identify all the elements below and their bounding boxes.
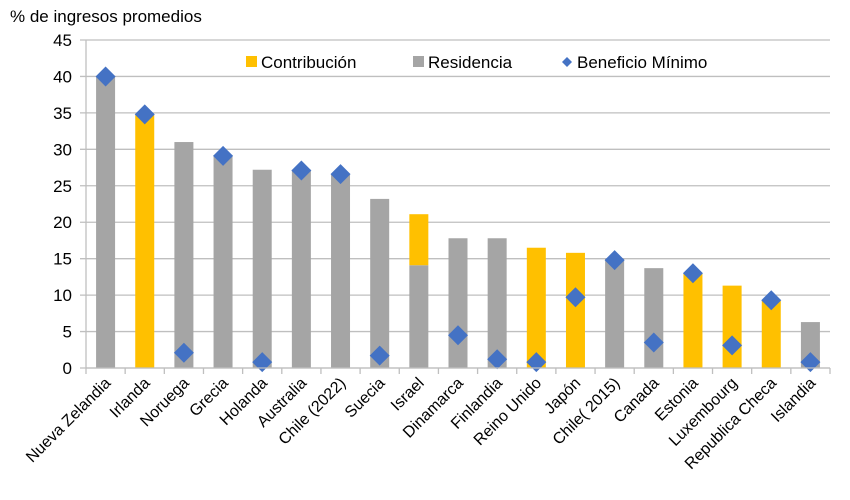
- y-tick-label: 35: [53, 104, 72, 123]
- marker-beneficio-minimo: [252, 352, 273, 373]
- bar-residencia: [331, 174, 351, 368]
- marker-beneficio-minimo: [213, 145, 234, 166]
- bar-contribuci-n: [722, 285, 742, 368]
- y-tick-label: 5: [63, 323, 72, 342]
- bar-residencia: [252, 169, 272, 368]
- bar-residencia: [291, 169, 311, 368]
- bar-residencia: [409, 265, 429, 368]
- bar-residencia: [800, 322, 820, 368]
- markers: [95, 66, 821, 373]
- x-axis: [85, 367, 831, 374]
- bar-residencia: [370, 198, 390, 368]
- y-axis-label: % de ingresos promedios: [10, 7, 202, 26]
- y-tick-label: 40: [53, 67, 72, 86]
- y-tick-label: 0: [63, 359, 72, 378]
- marker-beneficio-minimo: [800, 352, 821, 373]
- x-tick-label: Nueva Zelandia: [23, 375, 114, 466]
- bar-contribuci-n: [761, 300, 781, 368]
- bar-contribuci-n: [526, 247, 546, 368]
- bar-residencia: [448, 238, 468, 368]
- marker-beneficio-minimo: [369, 345, 390, 366]
- bar-residencia: [213, 155, 233, 368]
- marker-beneficio-minimo: [565, 287, 586, 308]
- bar-residencia: [174, 142, 194, 368]
- bar-residencia: [487, 238, 507, 368]
- bar-contribuci-n: [135, 115, 155, 368]
- gridlines: [80, 39, 830, 369]
- marker-beneficio-minimo: [761, 290, 782, 311]
- marker-beneficio-minimo: [487, 349, 508, 370]
- marker-beneficio-minimo: [643, 332, 664, 353]
- legend-label: Residencia: [428, 53, 513, 72]
- legend-swatch: [246, 56, 257, 67]
- y-tick-label: 25: [53, 177, 72, 196]
- marker-beneficio-minimo: [604, 250, 625, 271]
- bar-residencia: [605, 258, 625, 368]
- marker-beneficio-minimo: [173, 342, 194, 363]
- marker-beneficio-minimo: [330, 164, 351, 185]
- x-tick-label: Suecia: [342, 375, 389, 422]
- marker-beneficio-minimo: [682, 263, 703, 284]
- y-tick-label: 10: [53, 286, 72, 305]
- y-tick-label: 20: [53, 213, 72, 232]
- y-tick-labels: 0 5 10 15 20 25 30 35 40 45: [53, 31, 72, 378]
- y-tick-label: 15: [53, 250, 72, 269]
- bars: [96, 76, 820, 368]
- bar-contribuci-n: [565, 252, 585, 368]
- bar-contribuci-n: [683, 273, 703, 368]
- marker-beneficio-minimo: [722, 335, 743, 356]
- x-tick-label: Islandia: [768, 375, 819, 426]
- bar-residencia: [96, 76, 116, 368]
- legend: Contribución Residencia Beneficio Mínimo: [246, 53, 707, 72]
- legend-label: Contribución: [261, 53, 356, 72]
- legend-label: Beneficio Mínimo: [577, 53, 707, 72]
- legend-diamond-icon: [562, 57, 572, 67]
- marker-beneficio-minimo: [526, 352, 547, 373]
- x-tick-labels: Nueva ZelandiaIrlandaNoruegaGreciaHoland…: [23, 375, 819, 473]
- bar-contribuci-n: [409, 214, 429, 266]
- marker-beneficio-minimo: [448, 325, 468, 346]
- bar-residencia: [644, 268, 664, 368]
- y-tick-label: 30: [53, 140, 72, 159]
- legend-swatch: [413, 56, 424, 67]
- y-tick-label: 45: [53, 31, 72, 50]
- marker-beneficio-minimo: [134, 104, 155, 125]
- marker-beneficio-minimo: [95, 66, 116, 87]
- marker-beneficio-minimo: [291, 160, 312, 181]
